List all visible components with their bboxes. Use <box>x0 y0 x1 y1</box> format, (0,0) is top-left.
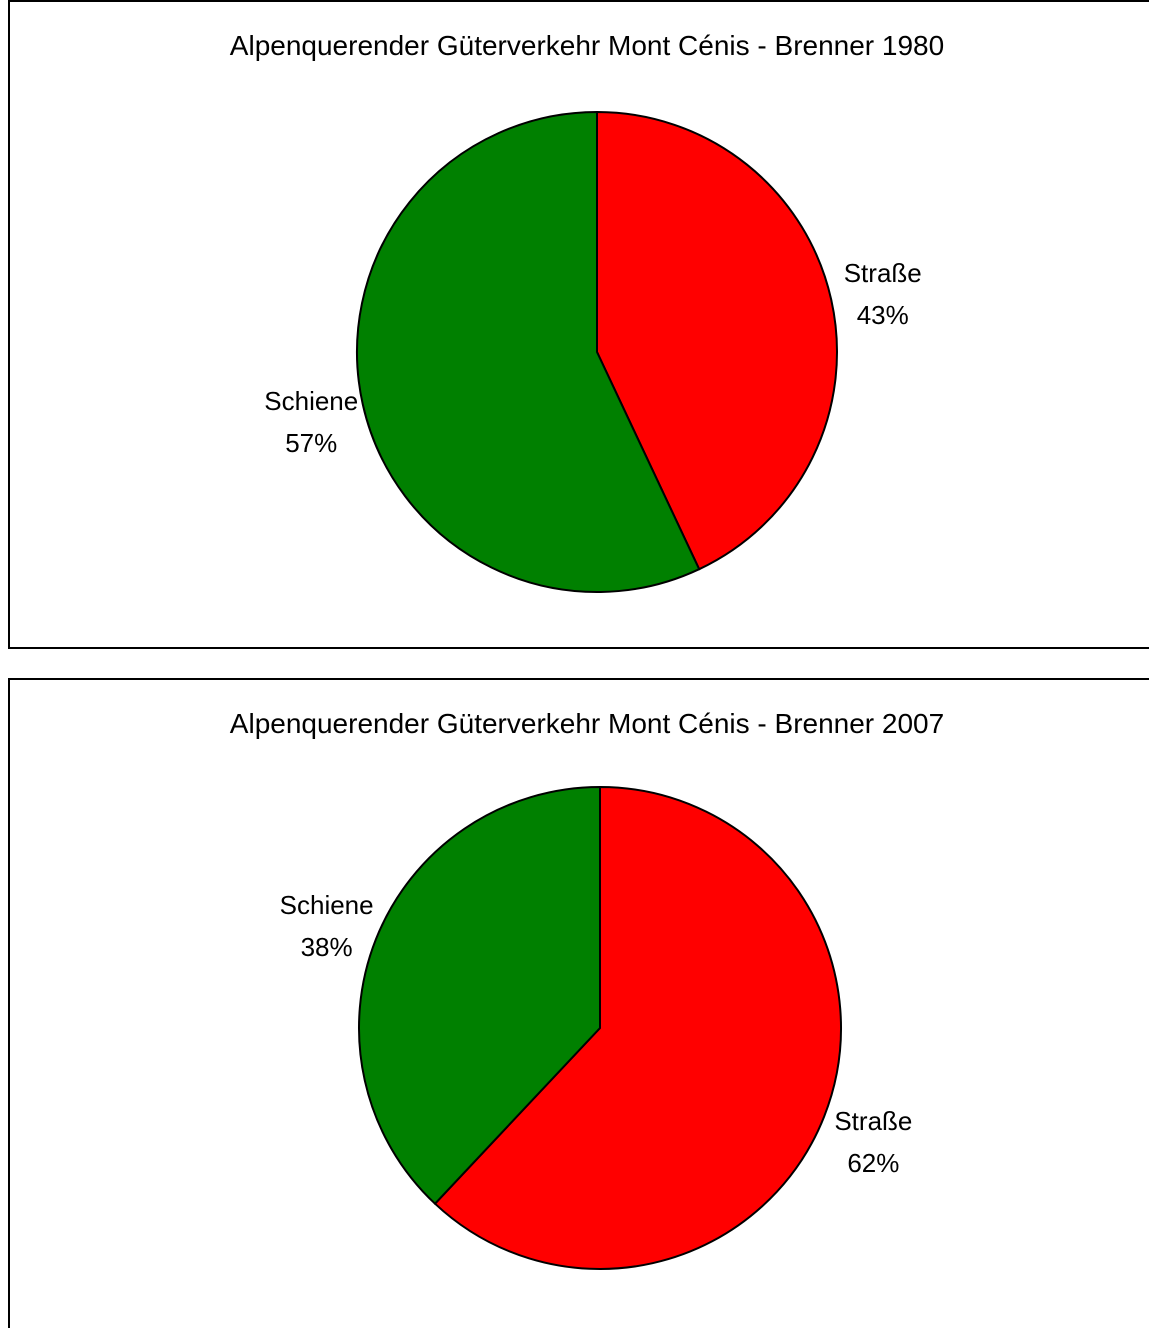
slice-label-schiene: Schiene <box>264 386 358 416</box>
chart-title: Alpenquerender Güterverkehr Mont Cénis -… <box>229 30 945 61</box>
pie-slice-strasse <box>433 785 842 1270</box>
slice-label-strasse: Straße <box>834 1106 912 1136</box>
pie-slice-schiene <box>356 110 701 593</box>
pie-chart-2007: Straße 62% Schiene 38% <box>280 785 912 1270</box>
slice-value-strasse: 43% <box>857 300 909 330</box>
chart-title: Alpenquerender Güterverkehr Mont Cénis -… <box>229 708 945 739</box>
slice-value-schiene: 38% <box>301 932 353 962</box>
slice-label-schiene: Schiene <box>280 890 374 920</box>
pie-chart-1980: Straße 43% Schiene 57% <box>264 110 922 593</box>
slice-label-strasse: Straße <box>844 258 922 288</box>
slice-value-schiene: 57% <box>285 428 337 458</box>
pie-slice-schiene <box>358 785 601 1206</box>
slice-value-strasse: 62% <box>847 1148 899 1178</box>
pie-slice-strasse <box>596 110 838 571</box>
chart-panel-2007: Alpenquerender Güterverkehr Mont Cénis -… <box>8 678 1149 1328</box>
chart-panel-1980: Alpenquerender Güterverkehr Mont Cénis -… <box>8 0 1149 649</box>
